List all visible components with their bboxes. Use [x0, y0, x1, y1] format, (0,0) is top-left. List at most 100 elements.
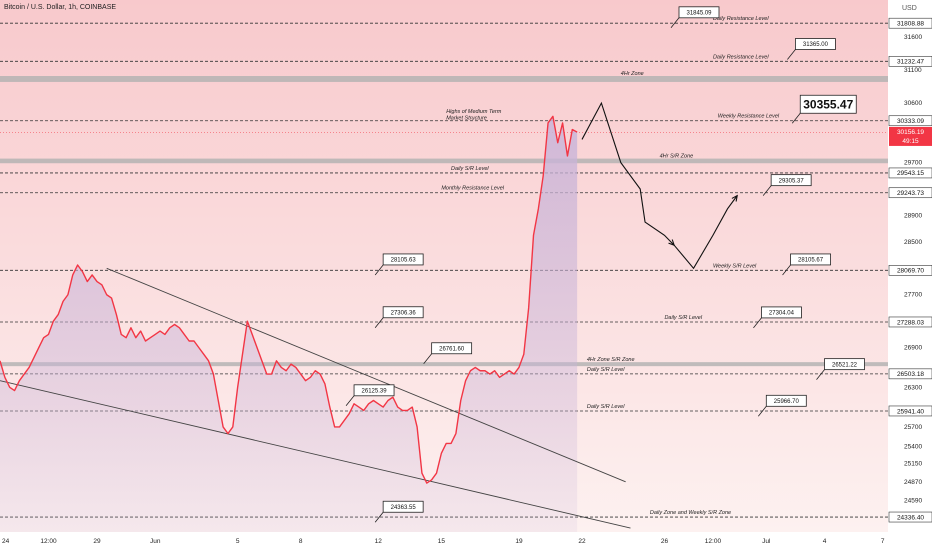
price-tick-label: 25150 — [904, 460, 922, 467]
level-price-label: 31232.47 — [897, 59, 924, 66]
level-price-tag — [888, 265, 932, 276]
callout-pointer — [753, 317, 762, 329]
currency-label: USD — [902, 5, 917, 12]
level-price-label: 26503.18 — [897, 371, 924, 378]
callout-text: 30355.47 — [803, 98, 853, 112]
level-text: Daily S/R Level — [587, 404, 625, 410]
time-tick-label: 19 — [515, 538, 523, 545]
time-tick-label: 12 — [375, 538, 383, 545]
callout-pointer — [791, 113, 801, 124]
level-price-tag — [888, 167, 932, 179]
callout-box — [382, 306, 424, 319]
projection-path — [581, 101, 738, 270]
callout-pointer — [762, 185, 772, 196]
projection-arrowhead — [731, 194, 738, 202]
time-tick-label: 4 — [823, 538, 827, 545]
level-text: Daily Resistance Level — [713, 16, 769, 22]
projection-arrowhead — [668, 239, 676, 247]
level-text: Weekly Resistance Level — [718, 114, 780, 120]
level-text: Daily S/R Level — [451, 166, 489, 172]
time-tick-label: 12:00 — [705, 538, 722, 545]
price-tick-label: 28500 — [904, 239, 922, 246]
time-tick-label: 22 — [578, 538, 586, 545]
time-axis-background — [0, 532, 888, 550]
callout-box — [382, 253, 424, 266]
price-tick-label: 29700 — [904, 160, 922, 167]
trendline-upper — [106, 267, 626, 483]
callout-text: 31365.00 — [803, 42, 829, 48]
callout-box — [824, 358, 865, 371]
level-price-label: 24336.40 — [897, 514, 924, 521]
callout-text: 24363.55 — [391, 505, 417, 511]
callout-box — [678, 6, 720, 19]
annotation-text: Highs of Medium Term — [446, 109, 502, 115]
time-tick-label: 24 — [2, 538, 10, 545]
level-price-label: 31808.88 — [897, 21, 924, 28]
callout-box — [761, 306, 802, 319]
countdown-label: 49:15 — [902, 138, 919, 145]
sr-zone-band — [0, 76, 888, 82]
callout-box — [770, 174, 812, 187]
time-tick-label: 8 — [299, 538, 303, 545]
callout-text: 26521.22 — [832, 362, 858, 368]
price-tick-label: 27700 — [904, 292, 922, 299]
level-text: Daily Zone and Weekly S/R Zone — [650, 510, 731, 516]
price-tick-label: 31100 — [904, 67, 922, 74]
level-price-tag — [888, 115, 932, 127]
time-tick-label: 15 — [438, 538, 446, 545]
price-tick-label: 26300 — [904, 384, 922, 391]
callout-box — [353, 384, 395, 397]
callout-text: 27306.36 — [391, 310, 417, 316]
level-price-tag — [888, 405, 932, 417]
level-price-label: 27288.03 — [897, 319, 924, 326]
callout-pointer — [782, 264, 791, 276]
trendline-lower — [0, 380, 631, 529]
sr-zone-band — [0, 158, 888, 164]
level-text: Daily S/R Level — [664, 315, 702, 321]
time-tick-label: 7 — [881, 538, 885, 545]
price-tick-label: 24590 — [904, 497, 922, 504]
callout-text: 25966.70 — [774, 399, 800, 405]
callout-box — [765, 394, 807, 407]
zone-label: 4Hr Zone — [621, 71, 644, 77]
callout-pointer — [670, 17, 680, 29]
level-price-tag — [888, 187, 932, 199]
callout-pointer — [787, 49, 796, 60]
level-text: Weekly S/R Level — [713, 263, 757, 269]
callout-box — [431, 342, 473, 355]
callout-text: 27304.04 — [769, 311, 795, 317]
time-tick-label: Jun — [150, 538, 161, 545]
price-line — [0, 115, 578, 484]
price-tick-label: 30600 — [904, 100, 922, 107]
callout-box — [790, 253, 831, 266]
price-tick-label: 25700 — [904, 424, 922, 431]
sr-zone-band — [0, 362, 888, 367]
price-tick-label: 26900 — [904, 345, 922, 352]
price-area-fill — [0, 116, 578, 532]
callout-pointer — [345, 395, 355, 407]
callout-text: 26761.60 — [439, 346, 465, 352]
level-text: Daily Resistance Level — [713, 54, 769, 60]
level-price-tag — [888, 511, 932, 523]
time-tick-label: Jul — [762, 538, 771, 545]
callout-text: 28105.63 — [391, 258, 417, 264]
last-price-tag — [889, 126, 932, 146]
price-tick-label: 31600 — [904, 34, 922, 41]
callout-box — [382, 500, 424, 513]
callout-pointer — [757, 406, 767, 417]
level-text: Daily S/R Level — [587, 367, 625, 373]
price-tick-label: 25400 — [904, 444, 922, 451]
time-tick-label: 12:00 — [40, 538, 57, 545]
time-tick-label: 29 — [93, 538, 101, 545]
time-tick-label: 26 — [661, 538, 669, 545]
level-price-label: 29543.15 — [897, 170, 924, 177]
callout-pointer — [374, 317, 384, 329]
price-tick-label: 24870 — [904, 479, 922, 486]
level-price-tag — [888, 55, 932, 67]
level-price-label: 30333.09 — [897, 118, 924, 125]
annotation-text: Market Structure — [446, 116, 487, 122]
price-tick-label: 28900 — [904, 212, 922, 219]
callout-text: 28105.67 — [798, 258, 824, 264]
